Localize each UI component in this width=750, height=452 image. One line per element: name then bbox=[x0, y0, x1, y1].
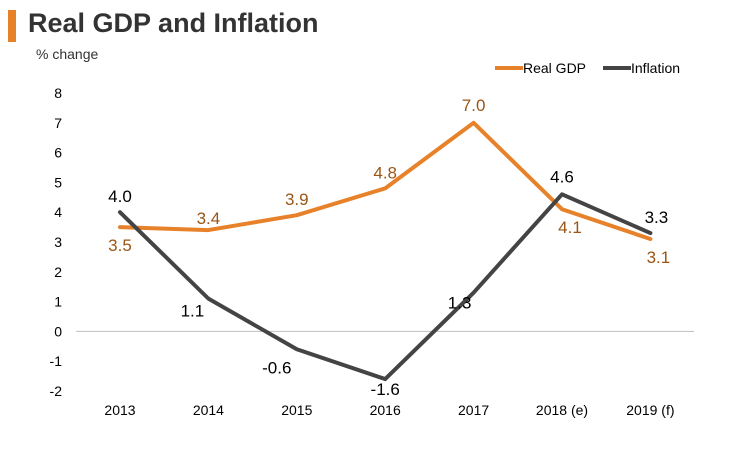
data-label: -1.6 bbox=[371, 380, 400, 399]
chart-title: Real GDP and Inflation bbox=[28, 8, 319, 38]
y-tick-label: 0 bbox=[54, 323, 62, 339]
x-tick-label: 2019 (f) bbox=[626, 402, 674, 418]
x-tick-label: 2017 bbox=[458, 402, 489, 418]
title-accent-bar bbox=[8, 10, 16, 42]
x-tick-label: 2015 bbox=[281, 402, 312, 418]
legend-label: Inflation bbox=[631, 60, 680, 76]
y-tick-label: -1 bbox=[50, 353, 63, 369]
data-label: 4.0 bbox=[108, 187, 132, 206]
legend-label: Real GDP bbox=[523, 60, 586, 76]
y-tick-label: 2 bbox=[54, 264, 62, 280]
x-tick-label: 2014 bbox=[193, 402, 224, 418]
data-label: 1.3 bbox=[448, 294, 472, 313]
x-tick-label: 2018 (e) bbox=[536, 402, 588, 418]
x-tick-label: 2016 bbox=[370, 402, 401, 418]
y-tick-label: 4 bbox=[54, 204, 62, 220]
y-tick-label: 6 bbox=[54, 145, 62, 161]
data-label: -0.6 bbox=[262, 358, 291, 377]
x-tick-label: 2013 bbox=[104, 402, 135, 418]
data-label: 3.5 bbox=[108, 236, 132, 255]
series-line-real-gdp bbox=[118, 120, 653, 242]
data-label: 3.3 bbox=[645, 208, 669, 227]
data-label: 4.8 bbox=[373, 163, 397, 182]
data-label: 3.4 bbox=[197, 209, 221, 228]
data-label: 4.6 bbox=[550, 167, 574, 186]
y-tick-label: 8 bbox=[54, 85, 62, 101]
data-label: 3.9 bbox=[285, 190, 309, 209]
chart-subtitle: % change bbox=[36, 46, 99, 62]
series-line-inflation bbox=[118, 192, 653, 382]
data-label: 3.1 bbox=[647, 248, 671, 267]
y-tick-label: 5 bbox=[54, 174, 62, 190]
y-tick-label: -2 bbox=[50, 383, 63, 399]
data-label: 7.0 bbox=[462, 96, 486, 115]
data-label: 1.1 bbox=[181, 302, 205, 321]
data-label: 4.1 bbox=[558, 218, 582, 237]
y-tick-label: 1 bbox=[54, 294, 62, 310]
y-tick-label: 7 bbox=[54, 115, 62, 131]
y-tick-label: 3 bbox=[54, 234, 62, 250]
